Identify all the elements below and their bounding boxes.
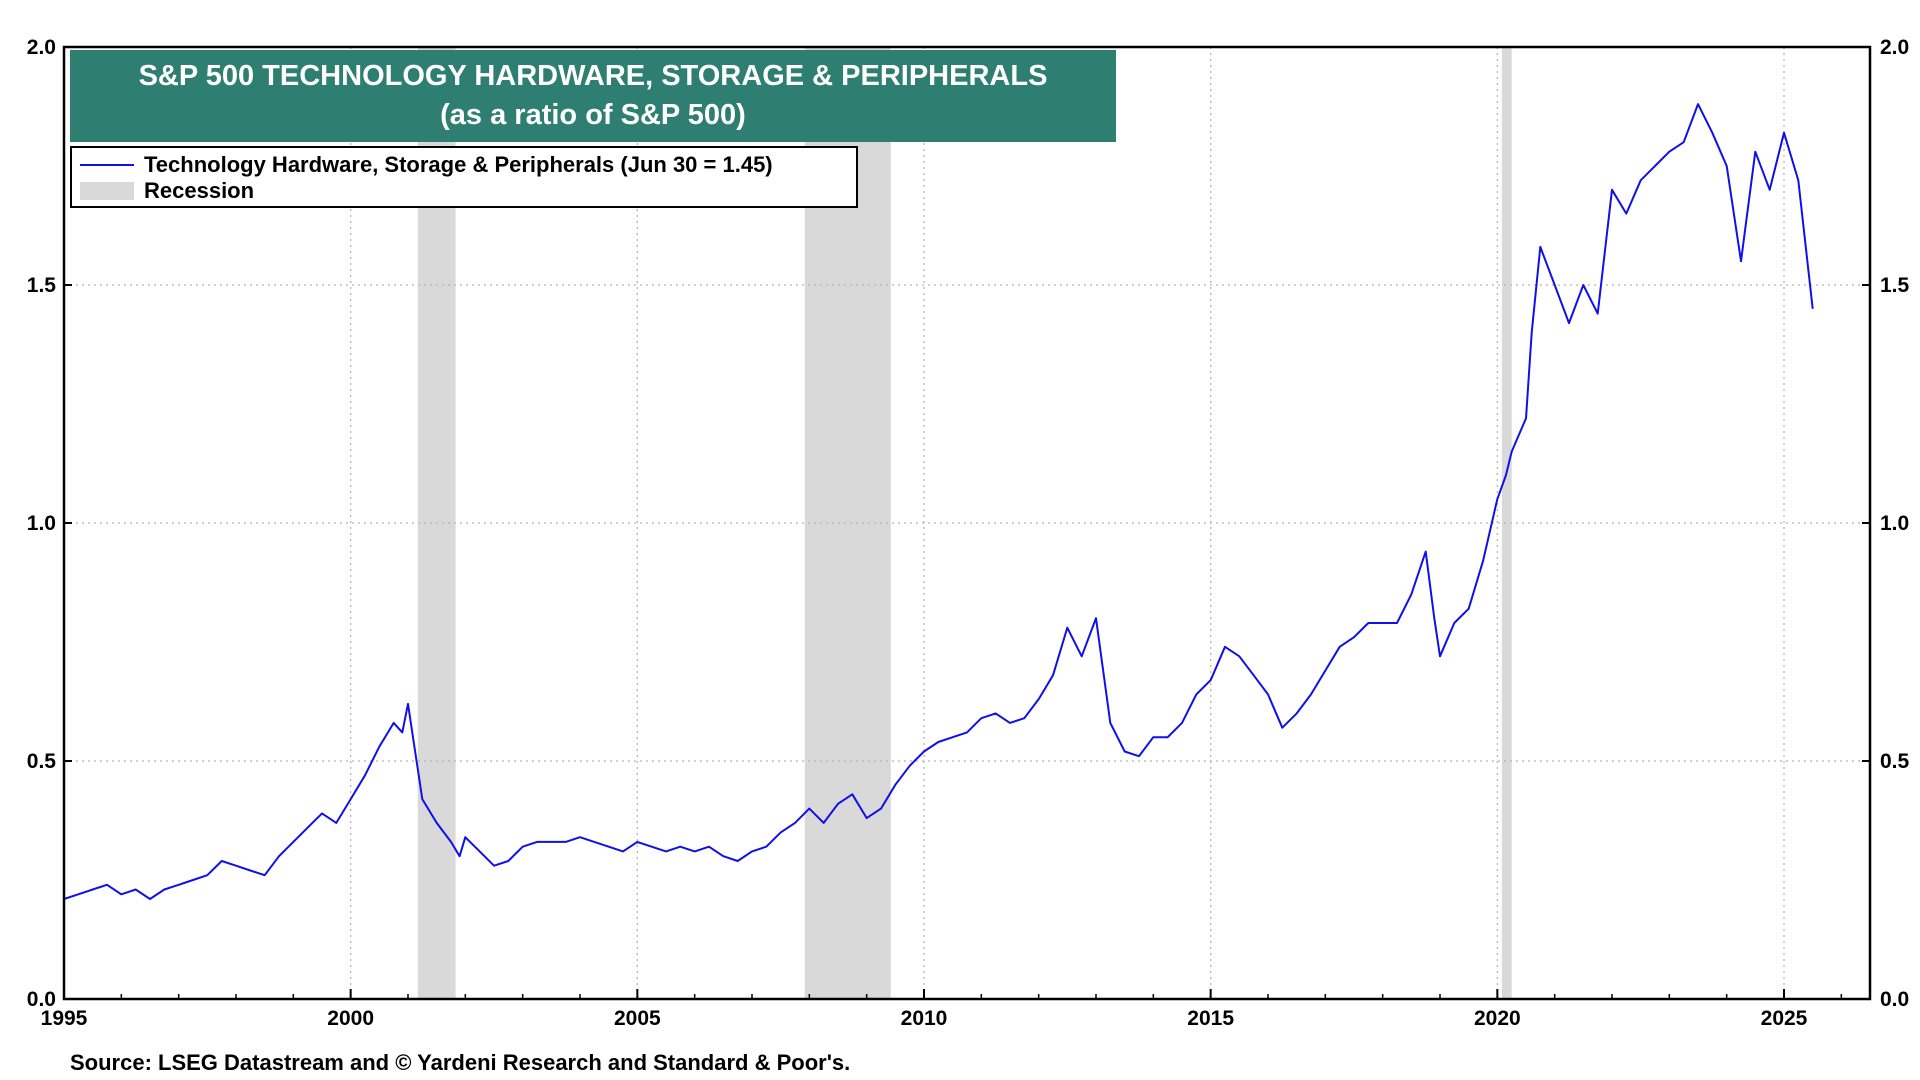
recession-band xyxy=(1501,47,1512,999)
y-tick-label-right: 1.0 xyxy=(1880,512,1909,535)
y-tick-label-right: 2.0 xyxy=(1880,36,1909,59)
legend-series-label: Technology Hardware, Storage & Periphera… xyxy=(144,152,773,177)
tick-layer xyxy=(63,46,1870,1000)
x-tick-label: 1995 xyxy=(41,1007,88,1030)
x-tick-label: 2005 xyxy=(614,1007,661,1030)
y-tick-label-right: 1.5 xyxy=(1880,274,1910,297)
legend-item-recession: Recession xyxy=(80,178,254,204)
y-tick-label-left: 1.0 xyxy=(27,512,56,535)
label-layer: 1995 2000 2005 2010 2015 2020 2025 0.0 0.5 1.0 1.5… xyxy=(27,36,1910,1030)
legend-recession-swatch xyxy=(80,182,134,200)
legend: Technology Hardware, Storage & Periphera… xyxy=(70,146,858,208)
y-tick-label-left: 2.0 xyxy=(27,36,56,59)
y-tick-label-left: 1.5 xyxy=(27,274,57,297)
series-line xyxy=(63,103,1814,900)
y-tick-label-left: 0.5 xyxy=(27,750,57,773)
y-tick-label-right: 0.0 xyxy=(1880,988,1909,1011)
series-layer xyxy=(63,103,1814,900)
legend-item-series: Technology Hardware, Storage & Periphera… xyxy=(80,152,773,178)
legend-series-swatch xyxy=(80,164,134,166)
x-tick-label: 2010 xyxy=(901,1007,948,1030)
chart-title: S&P 500 TECHNOLOGY HARDWARE, STORAGE & P… xyxy=(138,60,1048,92)
chart-subtitle: (as a ratio of S&P 500) xyxy=(440,99,746,131)
x-tick-label: 2025 xyxy=(1761,1007,1808,1030)
y-tick-label-right: 0.5 xyxy=(1880,750,1910,773)
chart-title-box: S&P 500 TECHNOLOGY HARDWARE, STORAGE & P… xyxy=(70,50,1116,142)
source-note: Source: LSEG Datastream and © Yardeni Re… xyxy=(70,1050,851,1075)
x-tick-label: 2020 xyxy=(1474,1007,1521,1030)
x-tick-label: 2000 xyxy=(327,1007,374,1030)
y-tick-label-left: 0.0 xyxy=(27,988,56,1011)
legend-recession-label: Recession xyxy=(144,178,255,203)
x-tick-label: 2015 xyxy=(1187,1007,1234,1030)
